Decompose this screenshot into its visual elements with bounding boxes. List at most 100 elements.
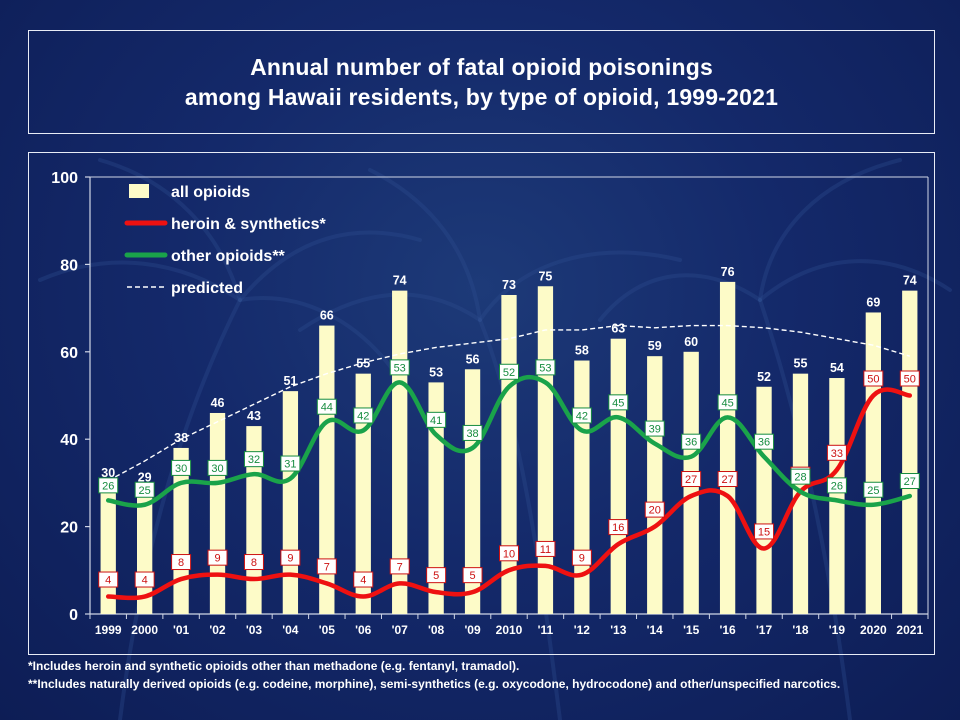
x-tick-label: '15	[683, 623, 700, 637]
footnote-heroin: *Includes heroin and synthetic opioids o…	[28, 659, 520, 673]
other-opioids-value-label-box	[171, 459, 192, 476]
x-tick-label: '06	[355, 623, 372, 637]
heroin-value-label: 4	[142, 575, 148, 587]
other-opioids-value-label-box	[462, 424, 483, 441]
legend-label: heroin & synthetics*	[171, 216, 326, 233]
bar-value-label: 73	[502, 278, 516, 292]
x-tick-label: 2020	[860, 623, 887, 637]
other-opioids-value-label: 26	[102, 480, 114, 492]
heroin-value-label: 11	[540, 544, 551, 556]
heroin-value-label: 4	[105, 575, 111, 587]
chart-svg: 0 20 40 60 80 100 1999 2000 '01 '02 '03 '04 '05 '06 '0…	[51, 170, 929, 637]
bar-value-label: 55	[356, 357, 370, 371]
y-tick-label: 100	[51, 170, 78, 187]
heroin-value-label-box	[389, 558, 410, 575]
bar-all-opioids	[209, 412, 226, 614]
heroin-value-label: 27	[685, 474, 697, 486]
x-tick-label: '04	[282, 623, 299, 637]
other-opioids-value-label-box	[243, 451, 264, 468]
heroin-value-label-box	[863, 370, 884, 387]
x-tick-label: '01	[173, 623, 190, 637]
heroin-value-label-box	[353, 571, 374, 588]
bar-value-label: 54	[830, 361, 844, 375]
legend-label: all opioids	[171, 184, 250, 201]
heroin-value-label-box	[754, 523, 775, 540]
other-opioids-value-label-box	[717, 394, 738, 411]
heroin-value-label: 9	[579, 553, 585, 565]
bar-value-label: 46	[211, 396, 225, 410]
x-tick-label: 2010	[496, 623, 523, 637]
y-tick-label: 40	[60, 432, 78, 449]
heroin-value-label-box	[899, 370, 920, 387]
bar-value-label: 53	[429, 365, 443, 379]
heroin-value-label: 5	[470, 570, 476, 582]
bar-value-label: 63	[611, 322, 625, 336]
other-opioids-value-label-box	[608, 394, 629, 411]
chart-box: 0 20 40 60 80 100 1999 2000 '01 '02 '03 '04 '05 '06 '0…	[28, 152, 935, 655]
bar-value-label: 58	[575, 344, 589, 358]
x-tick-label: '11	[538, 623, 554, 637]
other-opioids-value-label-box	[863, 481, 884, 498]
other-opioids-value-label-box	[389, 359, 410, 376]
other-opioids-value-label: 45	[721, 397, 733, 409]
y-tick-label: 20	[60, 520, 78, 537]
bar-value-label: 60	[684, 335, 698, 349]
other-opioids-value-label: 30	[211, 463, 223, 475]
bar-all-opioids	[647, 356, 663, 614]
heroin-value-label-box	[426, 567, 447, 584]
heroin-value-label: 8	[251, 557, 257, 569]
x-tick-label: '12	[574, 623, 591, 637]
y-tick-label: 0	[69, 607, 78, 624]
bar-all-opioids	[902, 290, 918, 614]
heroin-value-label: 5	[433, 570, 439, 582]
other-opioids-value-label: 53	[394, 362, 406, 374]
line-heroin-synthetics	[105, 387, 913, 601]
heroin-value-label: 20	[649, 505, 661, 517]
bar-value-label: 56	[466, 352, 480, 366]
x-tick-label: '18	[792, 623, 809, 637]
title-box: Annual number of fatal opioid poisonings…	[28, 30, 935, 134]
bar-value-label: 51	[283, 374, 297, 388]
heroin-value-label: 50	[867, 374, 879, 386]
heroin-value-label-box	[571, 549, 592, 566]
other-opioids-value-label-box	[535, 359, 556, 376]
x-tick-label: '16	[720, 623, 737, 637]
x-tick-label: 2021	[896, 623, 923, 637]
bar-all-opioids	[756, 386, 772, 614]
other-opioids-value-label: 25	[139, 485, 151, 497]
other-opioids-value-label: 36	[758, 437, 770, 449]
other-opioids-value-label: 28	[794, 472, 806, 484]
other-opioids-value-label: 39	[649, 424, 661, 436]
heroin-value-label: 10	[503, 548, 515, 560]
bar-value-label: 52	[757, 370, 771, 384]
x-tick-label: '08	[428, 623, 445, 637]
heroin-value-label-box	[499, 545, 519, 562]
heroin-value-label-box	[535, 540, 556, 557]
bar-value-label: 59	[648, 339, 662, 353]
other-opioids-value-label-box	[754, 433, 775, 450]
chart-title-line-1: Annual number of fatal opioid poisonings	[250, 54, 713, 80]
heroin-value-label: 9	[287, 553, 293, 565]
bar-all-opioids	[829, 378, 845, 614]
other-opioids-value-label: 53	[539, 362, 551, 374]
y-tick-label: 80	[60, 257, 78, 274]
bar-value-label: 74	[393, 274, 407, 288]
x-tick-label: '07	[392, 623, 409, 637]
other-opioids-value-label: 36	[685, 437, 697, 449]
heroin-value-label: 9	[214, 553, 220, 565]
other-opioids-value-label-box	[134, 481, 155, 498]
other-opioids-value-label: 52	[503, 367, 515, 379]
heroin-value-label: 15	[758, 526, 770, 538]
x-tick-label: 2000	[131, 623, 158, 637]
other-opioids-value-label: 38	[466, 428, 478, 440]
heroin-value-label-box	[280, 549, 301, 566]
other-opioids-value-label-box	[207, 459, 228, 476]
other-opioids-value-label-box	[899, 473, 920, 490]
heroin-value-label-box	[644, 501, 665, 518]
heroin-value-label: 7	[324, 561, 330, 573]
other-opioids-value-label: 45	[612, 397, 624, 409]
legend-swatch-all-opioids	[129, 184, 149, 198]
x-tick-label: 1999	[95, 623, 122, 637]
heroin-value-label: 8	[178, 557, 184, 569]
